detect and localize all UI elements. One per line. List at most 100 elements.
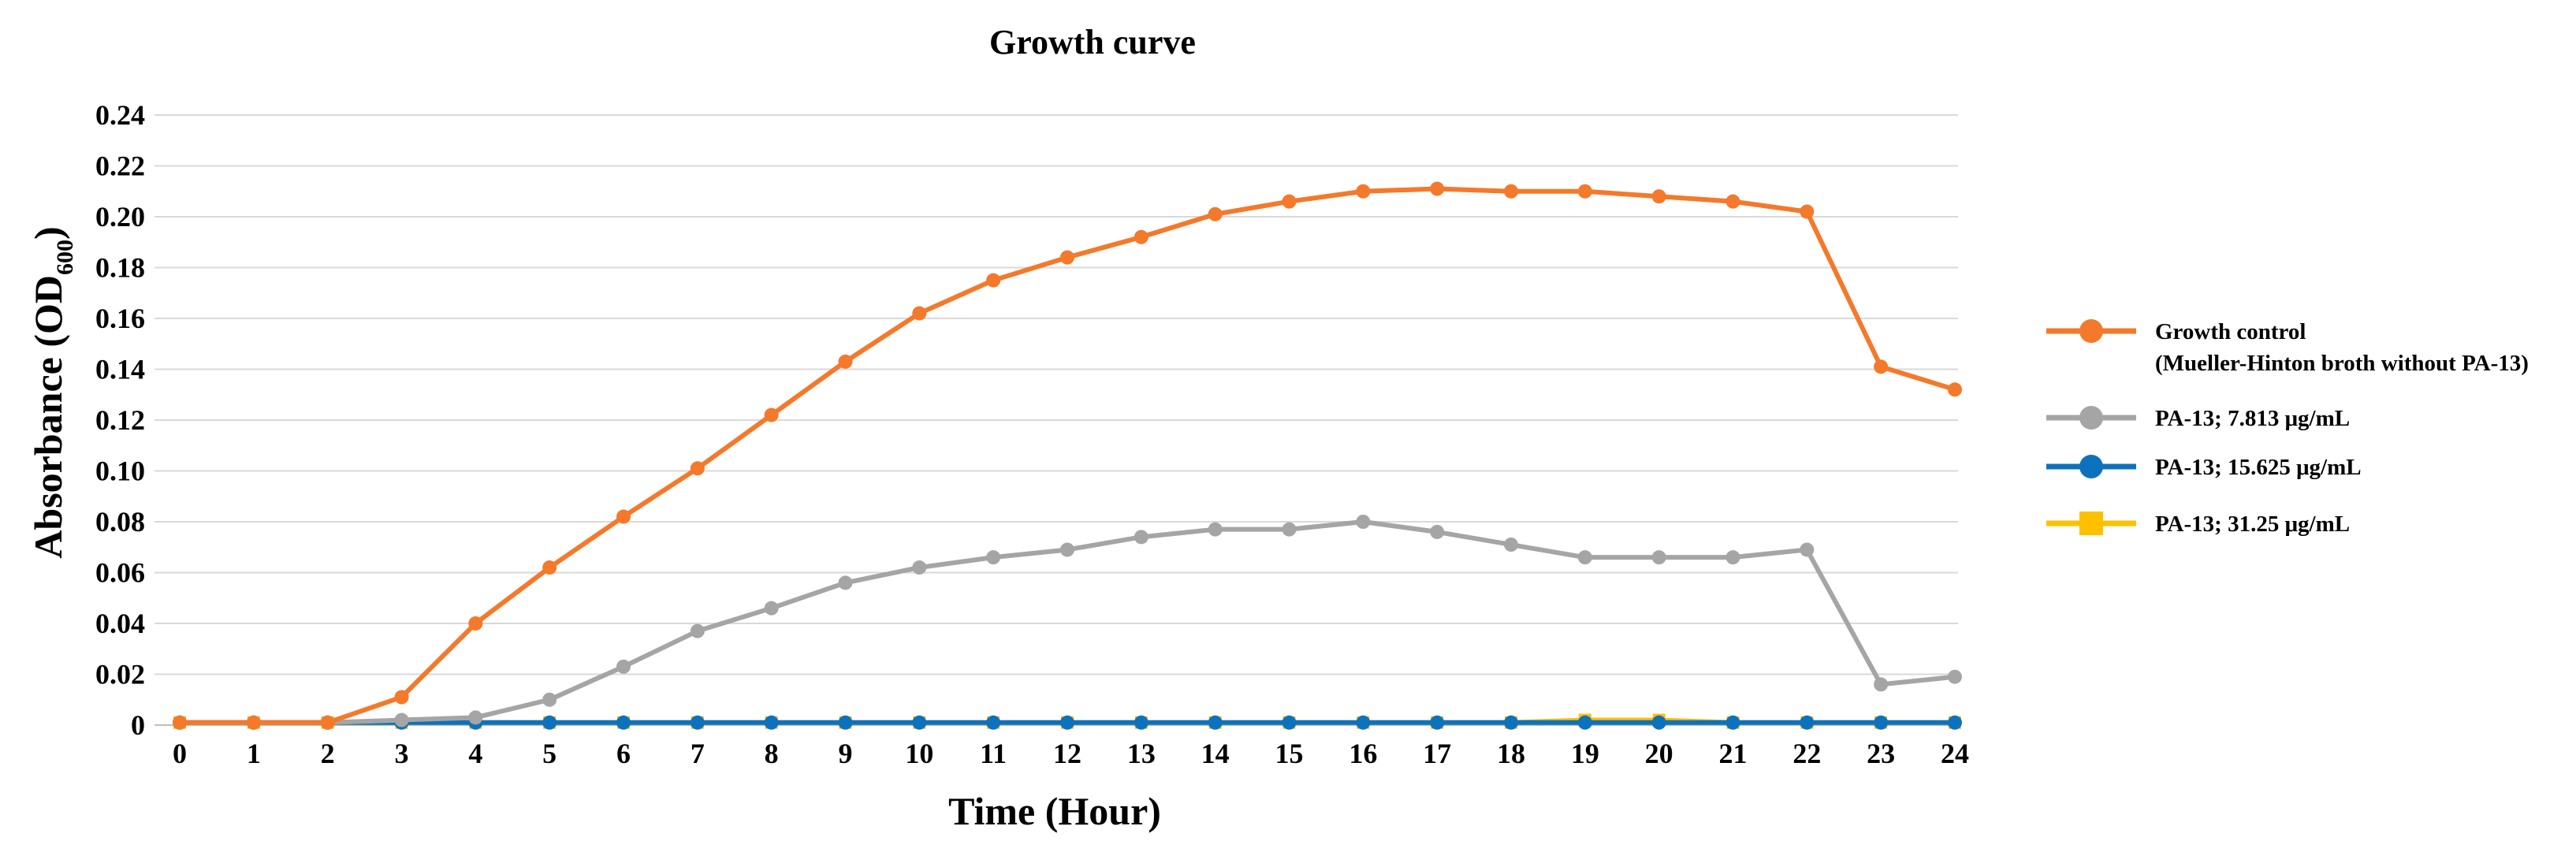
data-point (912, 715, 927, 730)
data-point (838, 575, 853, 590)
data-point (542, 692, 557, 707)
x-tick-label: 4 (468, 738, 482, 769)
legend-item: PA-13; 31.25 μg/mL (2046, 512, 2350, 537)
data-point (394, 712, 409, 727)
data-point (1651, 189, 1666, 204)
data-point (1060, 715, 1074, 730)
y-tick-label: 0.22 (95, 151, 145, 182)
x-tick-label: 3 (395, 738, 409, 769)
x-tick-label: 9 (839, 738, 853, 769)
data-point (690, 461, 705, 476)
data-point (468, 616, 483, 631)
x-axis-label: Time (Hour) (948, 789, 1161, 833)
data-point (1800, 204, 1815, 219)
data-point (1282, 715, 1297, 730)
data-point (1725, 194, 1740, 209)
gridlines (154, 114, 1958, 675)
data-point (1208, 206, 1223, 221)
legend-marker (2079, 406, 2103, 430)
data-point (1948, 715, 1962, 730)
data-point (1800, 542, 1815, 557)
data-point (320, 715, 335, 730)
data-point (1874, 677, 1889, 692)
data-point (1725, 550, 1740, 565)
data-point (1356, 515, 1371, 529)
x-tick-label: 1 (247, 738, 261, 769)
y-tick-label: 0.04 (95, 608, 145, 639)
x-tick-label: 17 (1423, 738, 1451, 769)
data-point (1504, 538, 1518, 552)
data-point (690, 623, 705, 638)
data-point (1430, 524, 1445, 539)
legend-marker (2079, 319, 2103, 343)
series-0 (173, 181, 1962, 730)
x-tick-label: 14 (1201, 738, 1230, 769)
x-tick-label: 11 (980, 738, 1007, 769)
data-point (1208, 522, 1223, 537)
legend-marker (2079, 512, 2103, 535)
x-tick-label: 2 (321, 738, 335, 769)
x-tick-label: 23 (1867, 738, 1895, 769)
chart-title: Growth curve (989, 23, 1196, 61)
x-tick-label: 20 (1645, 738, 1673, 769)
data-point (468, 710, 483, 725)
legend-label: PA-13; 15.625 μg/mL (2155, 455, 2362, 480)
x-tick-label: 5 (542, 738, 557, 769)
y-axis-label-main: Absorbance (OD (26, 275, 70, 559)
y-tick-label: 0.08 (95, 506, 145, 538)
legend-item: PA-13; 7.813 μg/mL (2046, 406, 2350, 431)
data-point (1208, 715, 1223, 730)
data-point (1356, 715, 1371, 730)
data-point (616, 659, 631, 674)
data-point (1725, 715, 1740, 730)
x-tick-label: 13 (1127, 738, 1156, 769)
data-point (616, 715, 631, 730)
data-point (690, 715, 705, 730)
data-point (616, 509, 631, 524)
x-tick-label: 21 (1719, 738, 1748, 769)
legend-item: Growth control (Mueller-Hinton broth with… (2046, 319, 2529, 376)
legend-label-line2: (Mueller-Hinton broth without PA-13) (2155, 351, 2529, 376)
data-point (1800, 715, 1815, 730)
legend-label: Growth control (2155, 319, 2306, 344)
data-point (246, 715, 261, 730)
data-point (1651, 550, 1666, 565)
data-point (1060, 542, 1074, 557)
y-tick-label: 0.14 (95, 354, 145, 385)
data-point (838, 715, 853, 730)
legend: Growth control (Mueller-Hinton broth with… (2046, 319, 2529, 537)
data-point (1577, 184, 1592, 199)
data-point (986, 715, 1001, 730)
data-point (1874, 715, 1889, 730)
x-axis-ticks: 0 1 2 3 4 5 6 7 8 9 10 11 12 13 14 15 16 17 18 19 20 21 22 23 24 (173, 738, 1969, 769)
x-tick-label: 18 (1497, 738, 1525, 769)
data-point (838, 354, 853, 369)
data-point (1430, 181, 1445, 196)
data-point (986, 273, 1001, 288)
x-tick-label: 19 (1571, 738, 1599, 769)
x-tick-label: 10 (905, 738, 933, 769)
data-point (173, 715, 187, 730)
data-point (1874, 359, 1889, 374)
data-point (1651, 715, 1666, 730)
data-point (1282, 522, 1297, 537)
legend-marker (2079, 455, 2103, 478)
data-point (764, 601, 779, 616)
y-axis-ticks: 0 0.02 0.04 0.06 0.08 0.10 0.12 0.14 0.16 0.18 0.2… (95, 99, 145, 741)
data-point (986, 550, 1001, 565)
y-tick-label: 0 (131, 709, 145, 741)
data-point (542, 560, 557, 575)
x-tick-label: 6 (616, 738, 631, 769)
series-line (180, 186, 1956, 725)
data-point (1577, 550, 1592, 565)
x-tick-label: 15 (1275, 738, 1304, 769)
data-point (1282, 194, 1297, 209)
y-axis-label-close: ) (26, 226, 70, 240)
svg-text:Absorbance (OD600): Absorbance (OD600) (26, 226, 78, 558)
data-point (1060, 250, 1074, 265)
y-tick-label: 0.18 (95, 252, 145, 284)
data-point (912, 560, 927, 575)
x-tick-label: 24 (1941, 738, 1969, 769)
y-tick-label: 0.02 (95, 659, 145, 690)
